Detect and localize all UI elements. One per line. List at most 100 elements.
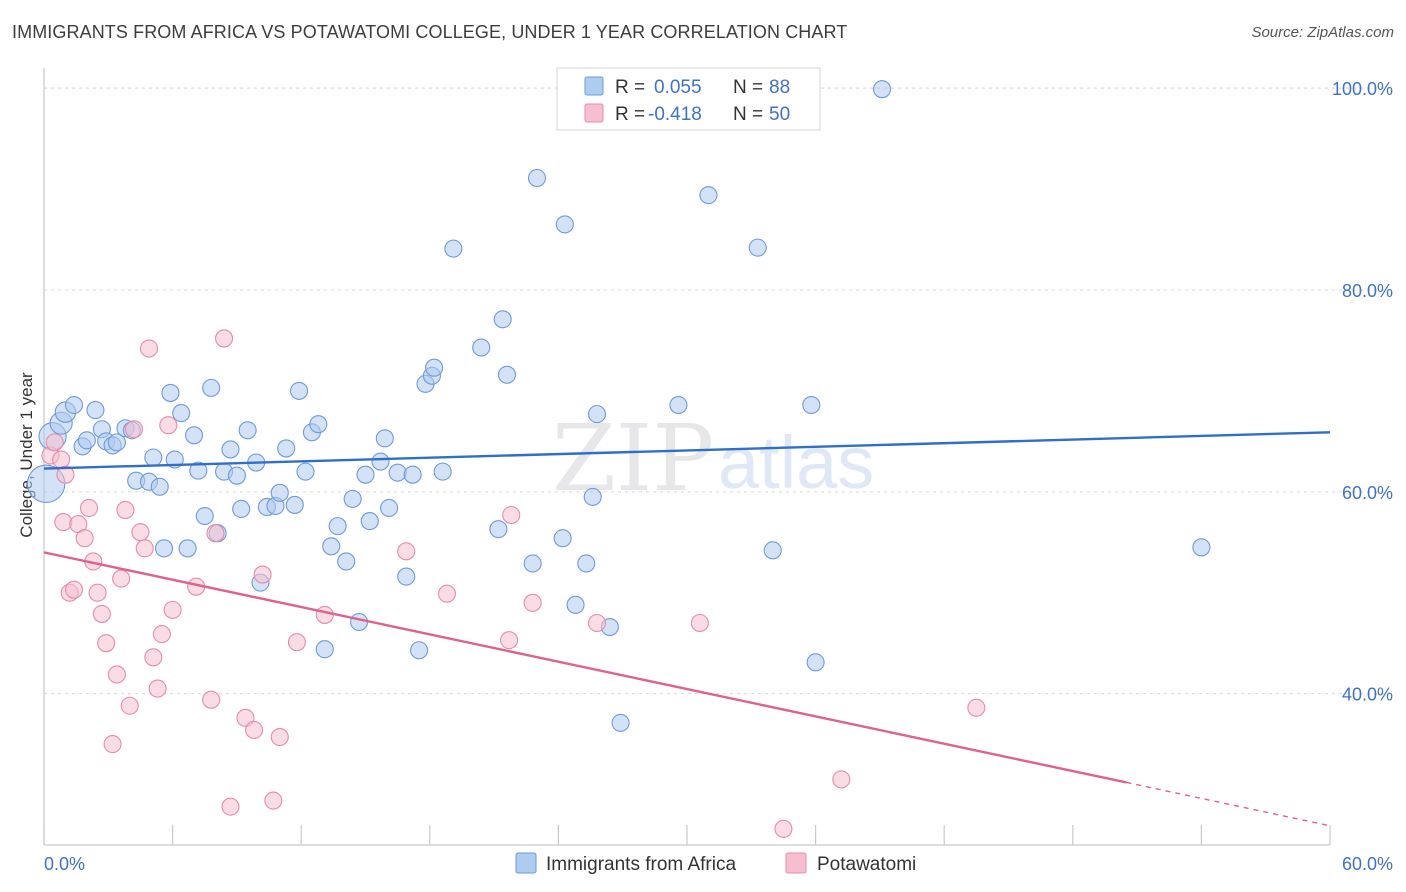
africa-point — [270, 483, 289, 502]
stats-n-value-2: 50 — [769, 104, 790, 125]
africa-point — [315, 640, 334, 659]
africa-point — [144, 448, 163, 467]
potawatomi-point — [206, 524, 225, 543]
africa-point — [322, 537, 341, 556]
potawatomi-point — [52, 450, 71, 469]
africa-point — [555, 215, 574, 234]
africa-point — [172, 404, 191, 423]
africa-point — [566, 595, 585, 614]
chart-source: Source: ZipAtlas.com — [1251, 24, 1394, 41]
potawatomi-point — [502, 505, 521, 525]
africa-point — [388, 463, 407, 482]
stats-r-value-2: -0.418 — [648, 104, 702, 125]
africa-point — [328, 517, 347, 536]
legend-label-immigrants-from-africa: Immigrants from Africa — [546, 854, 736, 875]
africa-point — [611, 713, 630, 732]
stats-n-label-2: N = — [733, 104, 763, 125]
trend-line-potawatomi-extension — [1126, 781, 1331, 827]
x-axis-ticks — [43, 825, 1331, 845]
correlation-stats-box: R = 0.055 N = 88 R = -0.418 N = 50 — [556, 67, 821, 131]
africa-point — [410, 641, 429, 660]
potawatomi-point — [54, 513, 73, 532]
africa-point — [221, 440, 240, 459]
potawatomi-point — [135, 539, 154, 558]
africa-point — [371, 452, 390, 471]
y-tick-label: 40.0% — [1342, 685, 1393, 705]
potawatomi-point — [315, 605, 334, 624]
africa-point — [161, 383, 180, 402]
africa-point — [583, 487, 602, 506]
africa-point — [154, 539, 174, 558]
chart-title: IMMIGRANTS FROM AFRICA VS POTAWATOMI COL… — [12, 22, 848, 42]
africa-point — [669, 395, 688, 415]
y-tick-label: 80.0% — [1342, 281, 1393, 301]
potawatomi-point — [264, 791, 283, 810]
africa-point — [360, 512, 379, 531]
potawatomi-point — [45, 433, 64, 452]
potawatomi-point — [690, 613, 709, 633]
africa-point — [806, 653, 825, 672]
potawatomi-point — [397, 542, 416, 561]
africa-point — [290, 381, 309, 400]
y-axis-tick-labels: 40.0% 60.0% 80.0% 100.0% — [1332, 79, 1393, 704]
potawatomi-point — [103, 735, 122, 754]
africa-point — [277, 439, 296, 458]
africa-point — [493, 310, 512, 329]
potawatomi-point — [75, 529, 94, 548]
y-tick-label: 100.0% — [1332, 79, 1393, 99]
africa-point — [577, 554, 596, 573]
potawatomi-point — [64, 580, 84, 599]
trend-line-africa — [43, 431, 1331, 470]
potawatomi-point — [120, 696, 139, 715]
x-tick-label-max: 60.0% — [1342, 854, 1393, 874]
y-tick-label: 60.0% — [1342, 483, 1393, 503]
potawatomi-point — [144, 648, 163, 667]
africa-point — [699, 186, 718, 205]
africa-point — [523, 554, 542, 573]
africa-point — [489, 520, 508, 539]
africa-point — [444, 239, 463, 258]
africa-point — [343, 489, 362, 508]
trend-lines — [43, 431, 1331, 827]
africa-point — [425, 358, 444, 377]
africa-point — [380, 498, 399, 518]
africa-point — [64, 395, 84, 415]
potawatomi-point — [587, 613, 607, 633]
africa-point — [184, 426, 204, 445]
x-tick-label-min: 0.0% — [44, 854, 85, 874]
africa-point — [872, 80, 892, 99]
potawatomi-point — [112, 569, 131, 588]
stats-n-label-1: N = — [733, 77, 763, 98]
stats-swatch-blue — [584, 76, 604, 96]
potawatomi-point — [152, 625, 171, 644]
africa-point — [150, 477, 169, 496]
series-immigrants-from-africa — [26, 80, 1211, 732]
potawatomi-point — [148, 679, 167, 698]
africa-point — [202, 378, 221, 397]
africa-point — [527, 168, 547, 188]
africa-point — [472, 338, 491, 357]
potawatomi-point — [131, 523, 150, 542]
africa-point — [77, 431, 96, 450]
africa-point — [403, 465, 422, 484]
africa-point — [26, 464, 66, 503]
x-axis-tick-labels: 0.0% 60.0% — [44, 854, 1393, 874]
stats-r-value-1: 0.055 — [654, 77, 702, 98]
potawatomi-point — [500, 631, 519, 650]
africa-point — [238, 421, 257, 440]
africa-point — [802, 395, 821, 415]
africa-point — [1192, 538, 1211, 557]
africa-point — [86, 401, 105, 420]
africa-point — [285, 495, 304, 514]
africa-point — [189, 461, 208, 480]
potawatomi-point — [139, 339, 159, 358]
potawatomi-point — [287, 633, 306, 652]
potawatomi-point — [79, 498, 99, 518]
potawatomi-point — [107, 665, 126, 684]
potawatomi-point — [253, 565, 272, 584]
africa-point — [748, 238, 767, 257]
stats-r-label-1: R = — [615, 77, 645, 98]
africa-point — [433, 462, 452, 481]
stats-n-value-1: 88 — [769, 77, 790, 98]
africa-point — [107, 433, 126, 452]
